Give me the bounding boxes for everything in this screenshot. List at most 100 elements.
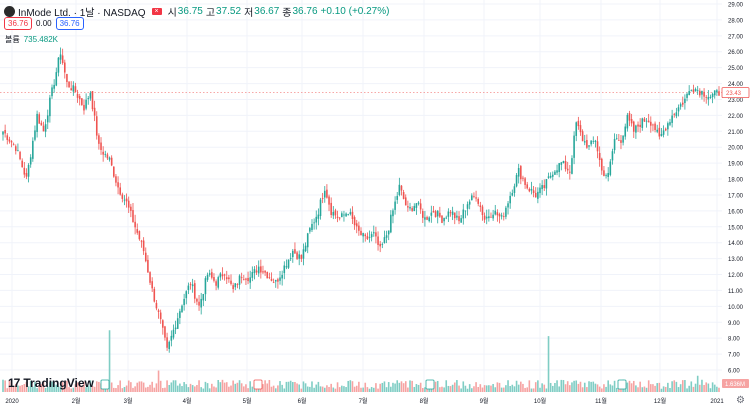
y-tick-label: 18.00: [728, 178, 744, 184]
candle-body: [534, 192, 537, 198]
volume-bar: [375, 383, 377, 392]
buy-price-button[interactable]: 36.76: [55, 17, 84, 30]
candle-body: [705, 97, 708, 98]
volume-bar: [605, 386, 607, 392]
candle-body: [635, 125, 637, 133]
volume-bar: [509, 386, 511, 392]
candle-body: [217, 277, 220, 288]
candle-body: [193, 283, 196, 299]
candle-body: [396, 195, 399, 200]
y-tick-label: 20.00: [728, 146, 744, 152]
volume-bar: [415, 384, 418, 392]
volume-bar: [49, 382, 51, 392]
high-label: 고: [205, 8, 216, 19]
candle-body: [98, 135, 100, 144]
candle-body: [121, 194, 124, 199]
volume-bar: [172, 380, 175, 392]
candle-body: [577, 120, 580, 127]
volume-bar: [598, 386, 601, 392]
x-tick-label: 3월: [124, 397, 133, 405]
candle-body: [172, 329, 175, 338]
order-price-boxes: 36.76 0.00 36.76: [4, 17, 88, 30]
candle-body: [424, 217, 426, 220]
candle-body: [596, 141, 599, 152]
candle-body: [8, 139, 11, 142]
candle-body: [225, 277, 228, 280]
candle-body: [17, 150, 19, 152]
volume-bar: [462, 381, 465, 392]
volume-bar: [302, 381, 305, 392]
candle-body: [298, 254, 301, 259]
candle-body: [415, 203, 418, 208]
earnings-marker-icon: [100, 379, 110, 390]
volume-bar: [93, 386, 96, 392]
candle-body: [91, 91, 94, 110]
candle-body: [95, 116, 98, 136]
volume-bar: [407, 387, 409, 392]
volume-bar: [445, 380, 448, 392]
symbol-title[interactable]: InMode Ltd. · 1날 · NASDAQ: [18, 8, 146, 19]
volume-bar: [323, 387, 326, 392]
candle-body: [643, 118, 646, 122]
volume-bar: [583, 382, 586, 392]
candle-body: [471, 195, 473, 201]
volume-bar: [238, 380, 241, 392]
candle-body: [701, 91, 703, 95]
volume-bar: [202, 388, 205, 392]
candle-body: [113, 166, 115, 177]
candle-body: [628, 113, 631, 121]
candle-body: [270, 278, 273, 281]
candle-body: [647, 120, 650, 123]
candle-body: [61, 55, 64, 64]
sell-price-button[interactable]: 36.76: [4, 17, 33, 30]
volume-bar: [78, 382, 81, 392]
volume-bar: [51, 381, 53, 392]
candle-body: [149, 272, 151, 283]
volume-bar: [390, 386, 392, 392]
candle-body: [569, 171, 571, 173]
candle-body: [609, 161, 612, 175]
candle-body: [622, 135, 624, 143]
volume-bar: [85, 387, 87, 392]
volume-bar: [240, 383, 243, 392]
candle-body: [517, 168, 520, 177]
candle-body: [671, 115, 673, 123]
x-tick-label: 8월: [420, 397, 429, 405]
volume-bar: [285, 381, 288, 392]
volume-bar: [381, 382, 384, 392]
candle-body: [132, 210, 134, 223]
volume-bar: [115, 388, 117, 392]
volume-bar: [179, 383, 181, 392]
volume-bar: [667, 382, 669, 392]
last-price-tag: [721, 87, 750, 99]
candle-body: [520, 166, 522, 180]
volume-bar: [569, 385, 571, 392]
volume-bar: [458, 385, 460, 392]
volume-bar: [36, 388, 38, 392]
volume-bar: [193, 386, 196, 392]
volume-bar: [366, 387, 369, 392]
candle-body: [696, 90, 699, 92]
volume-bar: [686, 388, 688, 392]
volume-bar: [522, 383, 524, 392]
volume-bar: [311, 381, 313, 392]
volume-bar: [372, 387, 375, 392]
tradingview-logo[interactable]: 17 TradingView: [8, 376, 94, 390]
gear-icon[interactable]: ⚙: [736, 395, 745, 406]
candle-body: [645, 120, 648, 122]
candle-body: [404, 197, 407, 206]
volume-bar: [185, 384, 188, 392]
volume-bar: [658, 382, 661, 392]
candle-body: [477, 198, 480, 204]
candle-body: [479, 205, 482, 208]
candle-body: [292, 250, 294, 258]
candle-body: [439, 212, 441, 217]
candle-body: [379, 243, 381, 247]
candle-body: [251, 272, 254, 278]
volume-bar: [564, 384, 567, 392]
candle-body: [119, 187, 122, 195]
close-indicator-icon[interactable]: ×: [151, 8, 162, 15]
earnings-marker-icon: [425, 379, 435, 390]
volume-bar: [554, 382, 556, 392]
